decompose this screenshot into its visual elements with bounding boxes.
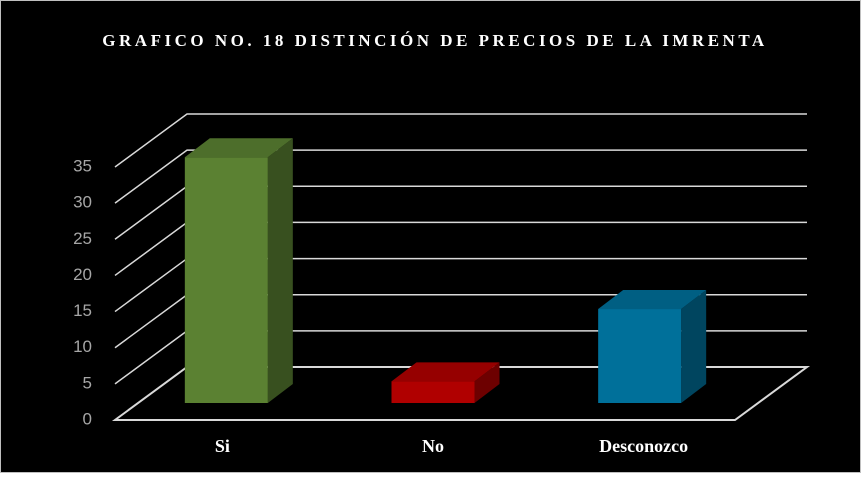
y-tick-label: 30 (73, 193, 92, 212)
grid-line (114, 113, 807, 168)
x-tick-label: Desconozco (599, 436, 688, 456)
y-tick-label: 5 (83, 373, 92, 392)
bar (598, 309, 682, 403)
y-tick-label: 20 (73, 265, 92, 284)
grid-line (114, 149, 807, 204)
bar (391, 381, 475, 403)
y-tick-label: 10 (73, 337, 92, 356)
bar (184, 157, 268, 403)
y-tick-label: 0 (83, 409, 92, 428)
bar-side (267, 138, 293, 403)
y-tick-label: 35 (73, 156, 92, 175)
bar-top (391, 362, 500, 382)
chart-title: GRAFICO NO. 18 DISTINCIÓN DE PRECIOS DE … (102, 31, 768, 50)
bar-top (184, 138, 293, 158)
x-tick-label: No (422, 436, 444, 456)
floor (111, 366, 811, 421)
x-tick-label: Si (215, 436, 230, 456)
bar-side (681, 290, 707, 403)
bar-top (598, 290, 707, 310)
bar-side (474, 362, 500, 403)
y-tick-label: 25 (73, 229, 92, 248)
y-tick-label: 15 (73, 301, 92, 320)
